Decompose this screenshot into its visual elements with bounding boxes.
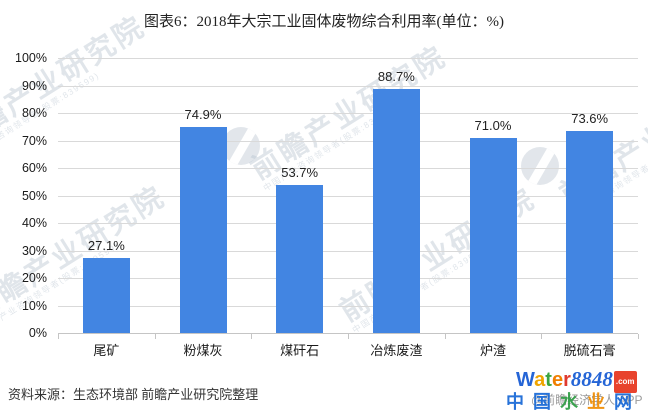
gridline — [58, 85, 638, 87]
site-char: 网 — [614, 392, 641, 412]
logo-letter-t: t — [545, 369, 552, 391]
chart-title: 图表6：2018年大宗工业固体废物综合利用率(单位：%) — [144, 14, 504, 30]
y-tick-label: 80% — [21, 106, 47, 120]
logo-letter-e: e — [551, 369, 564, 391]
gridline — [58, 168, 638, 169]
x-axis-tick — [348, 334, 349, 339]
y-tick-label: 70% — [21, 133, 47, 148]
logo-number: 8848 — [570, 367, 613, 391]
y-tick-label: 60% — [21, 161, 47, 175]
y-tick-label: 10% — [21, 298, 47, 313]
y-tick-label: 0% — [28, 326, 47, 340]
bar — [82, 258, 130, 333]
x-axis-tick — [251, 334, 253, 339]
site-char: 水 — [560, 392, 587, 412]
site-char: 中 — [506, 392, 533, 412]
gridline — [58, 58, 638, 59]
site-char: 国 — [533, 392, 560, 412]
logo-letter-a: a — [534, 369, 546, 391]
x-axis-tick — [444, 334, 446, 339]
x-category-label: 脱硫石膏 — [563, 343, 616, 358]
y-tick-label: 30% — [21, 243, 47, 258]
x-axis-tick — [541, 334, 543, 339]
credit-text: @前瞻经济学人 APP — [531, 393, 643, 407]
bar-value-label: 71.0% — [474, 117, 512, 133]
x-axis-tick — [638, 334, 639, 339]
gridline — [58, 140, 638, 142]
bar-value-label: 53.7% — [281, 165, 319, 181]
gridline — [58, 305, 638, 307]
gridline — [58, 195, 638, 197]
y-tick-label: 20% — [21, 271, 47, 285]
x-category-label: 冶炼废渣 — [370, 343, 423, 358]
x-axis-tick — [58, 334, 59, 339]
x-category-label: 煤矸石 — [280, 343, 320, 358]
x-axis-line — [58, 333, 638, 334]
gridline — [58, 278, 638, 279]
gridline — [58, 113, 638, 114]
bar — [179, 127, 227, 333]
logo-tld-badge: .com — [613, 371, 637, 393]
site-char: 业 — [587, 392, 614, 412]
bar — [469, 137, 517, 333]
bar — [566, 130, 614, 333]
y-tick-label: 100% — [15, 51, 47, 65]
bar-value-label: 27.1% — [87, 238, 125, 254]
logo-letter-w: W — [516, 369, 535, 391]
x-category-label: 粉煤灰 — [183, 343, 223, 358]
gridline — [58, 250, 638, 252]
y-tick-label: 40% — [21, 216, 47, 230]
qianzhan-logo-icon — [222, 127, 260, 165]
gridline — [58, 223, 638, 224]
y-tick-label: 50% — [21, 188, 47, 203]
site-name: 中国水业网 — [506, 388, 641, 414]
x-category-label: 炉渣 — [479, 343, 506, 358]
logo-letter-r: r — [563, 369, 571, 391]
qianzhan-logo-icon — [521, 147, 559, 185]
x-axis-tick — [154, 334, 156, 339]
y-tick-label: 90% — [21, 78, 47, 93]
bar-value-label: 74.9% — [184, 107, 222, 123]
water8848-logo: Water8848 .com — [516, 368, 637, 395]
source-text: 资料来源：生态环境部 前瞻产业研究院整理 — [8, 387, 259, 402]
x-category-label: 尾矿 — [93, 343, 120, 358]
bar-value-label: 88.7% — [377, 69, 415, 85]
bar — [276, 185, 324, 333]
bar-value-label: 73.6% — [571, 110, 609, 126]
bar — [372, 89, 420, 333]
